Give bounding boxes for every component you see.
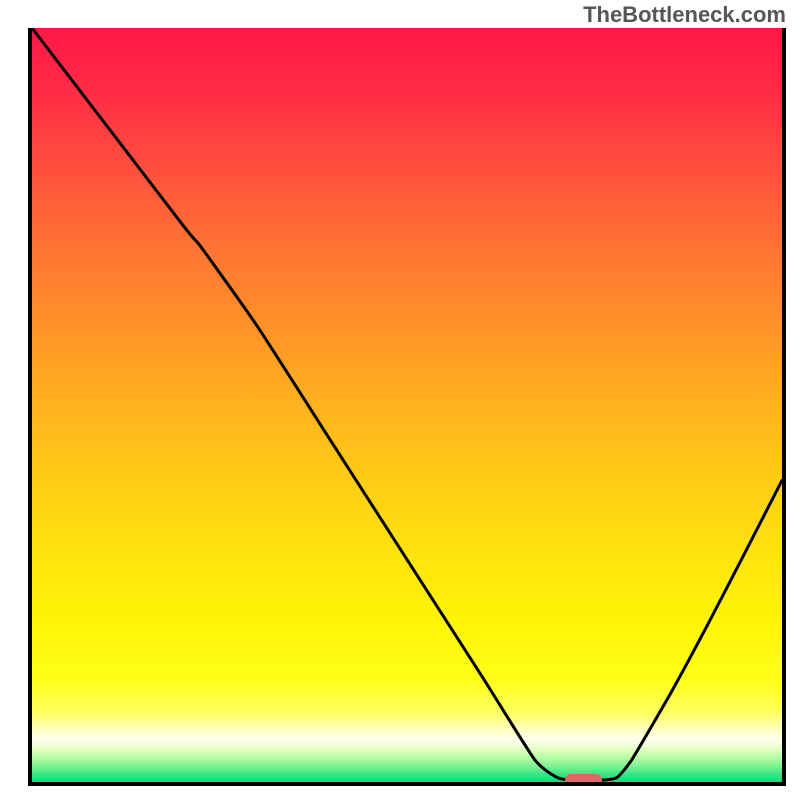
axis-border-right bbox=[782, 28, 786, 786]
axis-border-bottom bbox=[28, 782, 786, 786]
bottleneck-curve bbox=[28, 28, 786, 786]
plot-area bbox=[28, 28, 786, 786]
chart-container: TheBottleneck.com bbox=[0, 0, 800, 800]
axis-border-left bbox=[28, 28, 32, 786]
watermark-text: TheBottleneck.com bbox=[583, 2, 786, 28]
